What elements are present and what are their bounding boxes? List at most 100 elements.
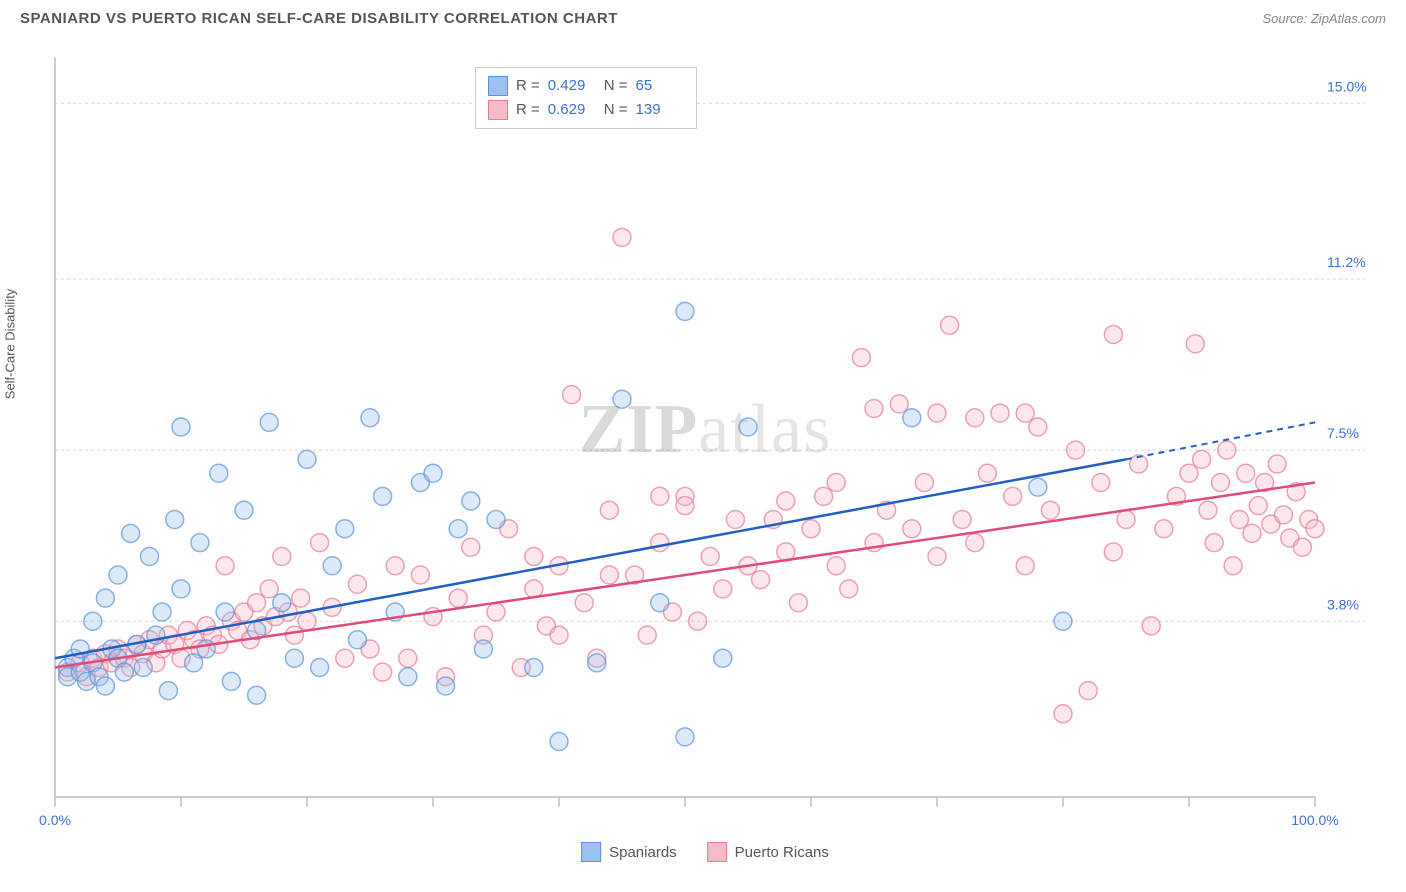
data-point xyxy=(588,654,606,672)
data-point xyxy=(172,418,190,436)
data-point xyxy=(903,520,921,538)
data-point xyxy=(563,386,581,404)
data-point xyxy=(1041,501,1059,519)
trend-line xyxy=(55,459,1126,658)
scatter-chart-svg: 3.8%7.5%11.2%15.0%0.0%100.0% xyxy=(15,27,1395,842)
data-point xyxy=(991,404,1009,422)
data-point xyxy=(1104,326,1122,344)
data-point xyxy=(802,520,820,538)
data-point xyxy=(726,511,744,529)
data-point xyxy=(865,400,883,418)
data-point xyxy=(600,501,618,519)
data-point xyxy=(292,589,310,607)
data-point xyxy=(676,728,694,746)
data-point xyxy=(248,686,266,704)
data-point xyxy=(386,557,404,575)
data-point xyxy=(1275,506,1293,524)
swatch-icon xyxy=(581,842,601,862)
chart-title: SPANIARD VS PUERTO RICAN SELF-CARE DISAB… xyxy=(20,10,618,27)
data-point xyxy=(928,404,946,422)
data-point xyxy=(1029,418,1047,436)
data-point xyxy=(739,418,757,436)
data-point xyxy=(374,663,392,681)
data-point xyxy=(550,626,568,644)
data-point xyxy=(399,649,417,667)
data-point xyxy=(1249,497,1267,515)
legend-label: Puerto Ricans xyxy=(735,844,829,861)
data-point xyxy=(487,603,505,621)
data-point xyxy=(109,566,127,584)
svg-text:100.0%: 100.0% xyxy=(1291,812,1338,828)
data-point xyxy=(235,501,253,519)
data-point xyxy=(462,538,480,556)
data-point xyxy=(134,659,152,677)
data-point xyxy=(462,492,480,510)
data-point xyxy=(689,612,707,630)
data-point xyxy=(827,557,845,575)
data-point xyxy=(1237,464,1255,482)
data-point xyxy=(676,302,694,320)
data-point xyxy=(1186,335,1204,353)
data-point xyxy=(1029,478,1047,496)
data-point xyxy=(613,390,631,408)
data-point xyxy=(222,672,240,690)
legend-label: Spaniards xyxy=(609,844,677,861)
data-point xyxy=(714,580,732,598)
data-point xyxy=(437,677,455,695)
data-point xyxy=(953,511,971,529)
data-point xyxy=(1224,557,1242,575)
data-point xyxy=(96,677,114,695)
data-point xyxy=(815,487,833,505)
data-point xyxy=(248,594,266,612)
data-point xyxy=(1004,487,1022,505)
data-point xyxy=(311,659,329,677)
source-attribution: Source: ZipAtlas.com xyxy=(1262,11,1386,26)
data-point xyxy=(613,228,631,246)
chart-area: Self-Care Disability 3.8%7.5%11.2%15.0%0… xyxy=(15,27,1395,867)
data-point xyxy=(361,409,379,427)
stat-row-spaniards: R = 0.429 N = 65 xyxy=(488,74,684,98)
data-point xyxy=(1293,538,1311,556)
data-point xyxy=(915,474,933,492)
data-point xyxy=(298,450,316,468)
data-point xyxy=(1054,612,1072,630)
data-point xyxy=(1016,404,1034,422)
data-point xyxy=(1155,520,1173,538)
legend-item-puerto-ricans: Puerto Ricans xyxy=(707,842,829,862)
data-point xyxy=(260,413,278,431)
data-point xyxy=(600,566,618,584)
data-point xyxy=(1054,705,1072,723)
data-point xyxy=(285,649,303,667)
svg-text:7.5%: 7.5% xyxy=(1327,425,1359,441)
data-point xyxy=(1268,455,1286,473)
swatch-icon xyxy=(488,76,508,96)
data-point xyxy=(1218,441,1236,459)
data-point xyxy=(1079,682,1097,700)
data-point xyxy=(1067,441,1085,459)
data-point xyxy=(260,580,278,598)
svg-text:3.8%: 3.8% xyxy=(1327,596,1359,612)
legend-item-spaniards: Spaniards xyxy=(581,842,677,862)
data-point xyxy=(1142,617,1160,635)
data-point xyxy=(966,409,984,427)
data-point xyxy=(153,603,171,621)
data-point xyxy=(336,649,354,667)
data-point xyxy=(273,548,291,566)
data-point xyxy=(676,497,694,515)
data-point xyxy=(311,534,329,552)
swatch-icon xyxy=(488,100,508,120)
data-point xyxy=(285,626,303,644)
correlation-stats-panel: R = 0.429 N = 65 R = 0.629 N = 139 xyxy=(475,67,697,129)
data-point xyxy=(701,548,719,566)
data-point xyxy=(210,464,228,482)
svg-text:15.0%: 15.0% xyxy=(1327,78,1367,94)
data-point xyxy=(550,733,568,751)
data-point xyxy=(84,612,102,630)
data-point xyxy=(336,520,354,538)
data-point xyxy=(166,511,184,529)
data-point xyxy=(449,589,467,607)
data-point xyxy=(197,640,215,658)
data-point xyxy=(1193,450,1211,468)
data-point xyxy=(1205,534,1223,552)
data-point xyxy=(374,487,392,505)
